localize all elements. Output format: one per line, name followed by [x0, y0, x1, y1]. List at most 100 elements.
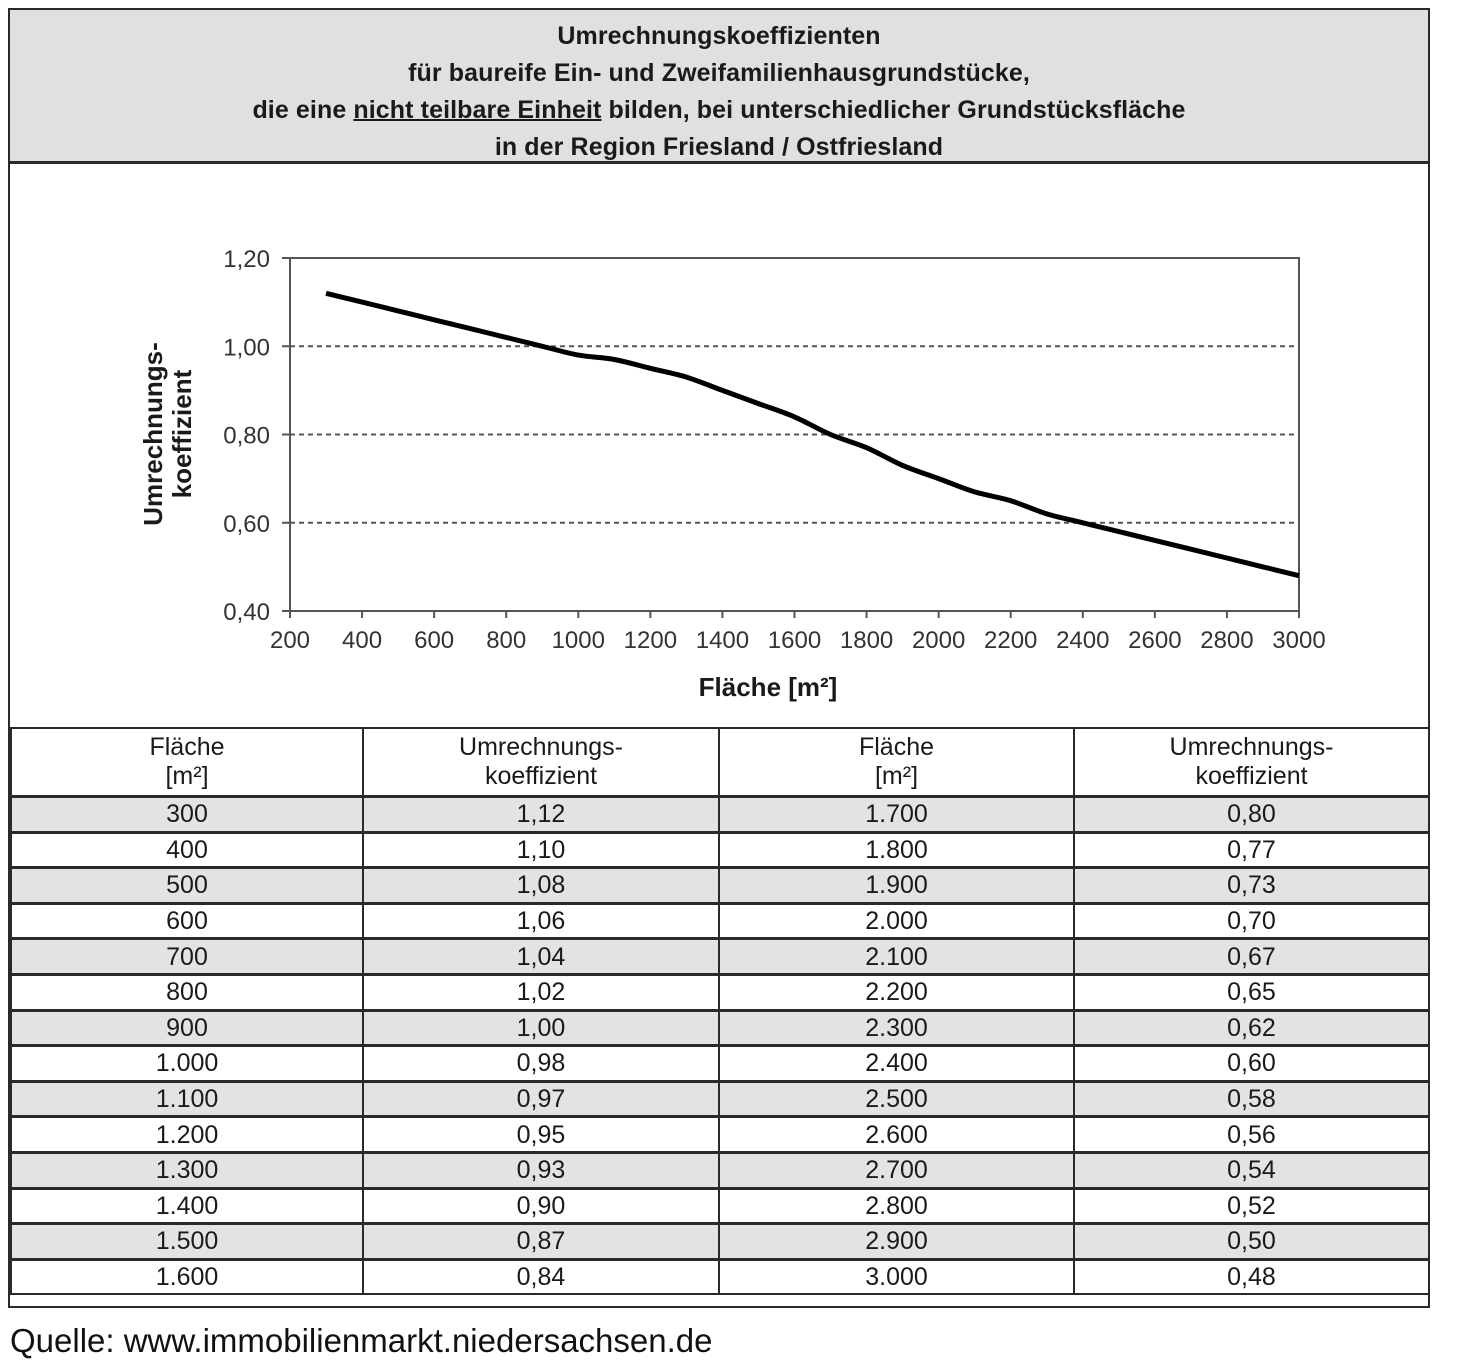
title-underlined-phrase: nicht teilbare Einheit [353, 96, 602, 124]
cell-koeffizient: 0,65 [1073, 972, 1430, 1012]
cell-koeffizient: 0,98 [362, 1044, 720, 1083]
y-axis: 0,40 0,60 0,80 1,00 1,20 [223, 246, 290, 626]
cell-flaeche: 2.900 [718, 1222, 1075, 1261]
cell-flaeche: 2.000 [718, 901, 1075, 940]
cell-koeffizient: 0,97 [362, 1079, 720, 1118]
table-row: 1.600 0,84 3.000 0,48 [10, 1257, 1430, 1296]
table-row: 800 1,02 2.200 0,65 [10, 972, 1430, 1012]
cell-koeffizient: 0,73 [1073, 866, 1430, 905]
figure-frame: Umrechnungskoeffizienten für baureife Ei… [8, 8, 1430, 1308]
cell-flaeche: 2.300 [718, 1008, 1075, 1047]
figure-title: Umrechnungskoeffizienten für baureife Ei… [10, 10, 1428, 164]
y-tick-label: 0,80 [223, 423, 270, 450]
cell-koeffizient: 0,54 [1073, 1150, 1430, 1190]
cell-koeffizient: 0,95 [362, 1115, 720, 1154]
cell-flaeche: 2.800 [718, 1186, 1075, 1225]
cell-koeffizient: 0,52 [1073, 1186, 1430, 1225]
cell-flaeche: 1.400 [10, 1186, 364, 1225]
x-tick-label: 1200 [624, 627, 677, 654]
title-line-2: für baureife Ein- und Zweifamilienhausgr… [408, 59, 1030, 87]
cell-koeffizient: 1,10 [362, 830, 720, 869]
cell-flaeche: 400 [10, 830, 364, 869]
title-line-4: in der Region Friesland / Ostfriesland [494, 133, 944, 161]
cell-flaeche: 2.500 [718, 1079, 1075, 1118]
coefficient-table: Fläche [m²] Umrechnungs-koeffizient Fläch… [10, 727, 1430, 1296]
cell-koeffizient: 0,62 [1073, 1008, 1430, 1047]
table-header-row: Fläche [m²] Umrechnungs-koeffizient Fläch… [10, 727, 1430, 798]
cell-flaeche: 1.700 [718, 795, 1075, 834]
y-tick-label: 0,60 [223, 511, 270, 538]
cell-koeffizient: 0,77 [1073, 830, 1430, 869]
cell-koeffizient: 0,93 [362, 1150, 720, 1190]
cell-flaeche: 1.500 [10, 1222, 364, 1261]
cell-koeffizient: 1,02 [362, 972, 720, 1012]
header-koeffizient-2: Umrechnungs-koeffizient [1073, 727, 1430, 798]
cell-flaeche: 2.100 [718, 937, 1075, 976]
cell-koeffizient: 0,80 [1073, 795, 1430, 834]
cell-flaeche: 1.200 [10, 1115, 364, 1154]
table-row: 700 1,04 2.100 0,67 [10, 937, 1430, 976]
table-row: 400 1,10 1.800 0,77 [10, 830, 1430, 869]
x-tick-label: 3000 [1272, 627, 1325, 654]
cell-koeffizient: 0,48 [1073, 1257, 1430, 1296]
chart-area: 200 400 600 800 1000 1200 1400 1600 1800 2000 2200… [10, 164, 1428, 729]
cell-koeffizient: 0,60 [1073, 1044, 1430, 1083]
table-row: 1.200 0,95 2.600 0,56 [10, 1115, 1430, 1154]
table-row: 1.100 0,97 2.500 0,58 [10, 1079, 1430, 1118]
x-tick-label: 1800 [840, 627, 893, 654]
svg-text:Umrechnungs-: Umrechnungs- [138, 342, 168, 525]
table-row: 500 1,08 1.900 0,73 [10, 866, 1430, 905]
header-flaeche-1: Fläche [m²] [10, 727, 364, 798]
cell-flaeche: 2.400 [718, 1044, 1075, 1083]
cell-koeffizient: 1,06 [362, 901, 720, 940]
title-line-3: die eine nicht teilbare Einheit bilden, … [10, 92, 1428, 129]
x-axis: 200 400 600 800 1000 1200 1400 1600 1800 2000 2200… [270, 611, 1326, 654]
cell-flaeche: 800 [10, 972, 364, 1012]
y-tick-label: 1,00 [223, 334, 270, 361]
cell-koeffizient: 1,12 [362, 795, 720, 834]
x-tick-label: 1000 [552, 627, 605, 654]
cell-flaeche: 3.000 [718, 1257, 1075, 1296]
x-tick-label: 2600 [1128, 627, 1181, 654]
cell-flaeche: 300 [10, 795, 364, 834]
y-tick-label: 1,20 [223, 246, 270, 273]
cell-flaeche: 1.000 [10, 1044, 364, 1083]
x-tick-label: 2400 [1056, 627, 1109, 654]
cell-flaeche: 700 [10, 937, 364, 976]
x-tick-label: 800 [486, 627, 526, 654]
cell-koeffizient: 0,56 [1073, 1115, 1430, 1154]
y-axis-label: Umrechnungs- koeffizient [138, 342, 197, 525]
cell-flaeche: 1.900 [718, 866, 1075, 905]
cell-flaeche: 600 [10, 901, 364, 940]
source-citation: Quelle: www.immobilienmarkt.niedersachse… [10, 1322, 713, 1359]
cell-koeffizient: 1,00 [362, 1008, 720, 1047]
cell-flaeche: 2.200 [718, 972, 1075, 1012]
gridlines [290, 345, 1299, 524]
title-line-3-post: bilden, bei unterschiedlicher Grundstück… [601, 96, 1186, 124]
table-row: 600 1,06 2.000 0,70 [10, 901, 1430, 940]
cell-flaeche: 900 [10, 1008, 364, 1047]
table-row: 1.400 0,90 2.800 0,52 [10, 1186, 1430, 1225]
cell-koeffizient: 0,87 [362, 1222, 720, 1261]
cell-flaeche: 1.600 [10, 1257, 364, 1296]
x-tick-label: 1600 [768, 627, 821, 654]
cell-flaeche: 2.700 [718, 1150, 1075, 1190]
x-tick-label: 600 [414, 627, 454, 654]
x-tick-label: 200 [270, 627, 310, 654]
x-tick-label: 1400 [696, 627, 749, 654]
table-row: 1.300 0,93 2.700 0,54 [10, 1150, 1430, 1190]
x-tick-label: 2200 [984, 627, 1037, 654]
cell-flaeche: 1.800 [718, 830, 1075, 869]
data-line [325, 290, 1300, 579]
cell-koeffizient: 0,70 [1073, 901, 1430, 940]
title-line-1: Umrechnungskoeffizienten [557, 22, 881, 50]
cell-flaeche: 2.600 [718, 1115, 1075, 1154]
cell-koeffizient: 0,50 [1073, 1222, 1430, 1261]
svg-text:koeffizient: koeffizient [167, 369, 197, 498]
cell-flaeche: 500 [10, 866, 364, 905]
line-chart: 200 400 600 800 1000 1200 1400 1600 1800 2000 2200… [138, 246, 1326, 702]
cell-koeffizient: 0,84 [362, 1257, 720, 1296]
cell-koeffizient: 1,04 [362, 937, 720, 976]
cell-koeffizient: 1,08 [362, 866, 720, 905]
x-tick-label: 2000 [912, 627, 965, 654]
